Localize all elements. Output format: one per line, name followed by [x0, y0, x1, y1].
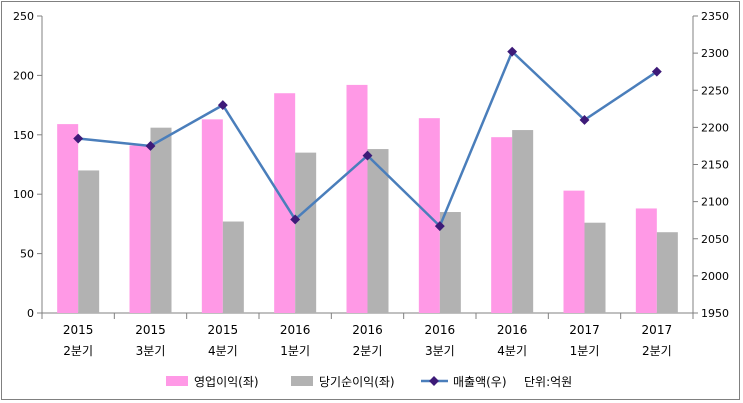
bar-net-income	[150, 127, 172, 313]
x-tick-label-year: 2015	[208, 323, 239, 337]
y-left-tick-label: 150	[13, 129, 34, 142]
bar-operating-profit	[346, 84, 368, 314]
y-left-tick-label: 0	[27, 307, 34, 320]
y-right-tick-label: 2350	[701, 10, 729, 23]
bar-net-income	[584, 222, 606, 313]
x-tick-label-year: 2016	[352, 323, 383, 337]
legend-label-net-income: 당기순이익(좌)	[319, 375, 395, 389]
x-tick-label-quarter: 2분기	[63, 344, 93, 358]
y-left-tick-label: 250	[13, 10, 34, 23]
legend-label-operating-profit: 영업이익(좌)	[194, 375, 259, 389]
x-tick-label-quarter: 3분기	[425, 344, 455, 358]
bar-operating-profit	[57, 124, 79, 313]
point-revenue	[434, 221, 445, 232]
y-right-tick-label: 1950	[701, 307, 729, 320]
x-tick-label-quarter: 2분기	[642, 344, 672, 358]
point-revenue	[73, 133, 84, 144]
point-revenue	[362, 150, 373, 161]
y-right-tick-label: 2150	[701, 159, 729, 172]
y-left-tick-label: 200	[13, 69, 34, 82]
y-left-tick-label: 100	[13, 188, 34, 201]
bar-net-income	[656, 232, 678, 313]
legend-swatch-net-income	[291, 376, 313, 386]
y-right-tick-label: 2000	[701, 270, 729, 283]
y-right-tick-label: 2200	[701, 121, 729, 134]
x-tick-label-year: 2016	[425, 323, 456, 337]
bar-net-income	[367, 149, 389, 313]
bar-net-income	[295, 152, 317, 313]
bar-operating-profit	[635, 208, 657, 313]
legend-swatch-operating-profit	[166, 376, 188, 386]
bar-operating-profit	[563, 190, 585, 313]
legend-label-revenue: 매출액(우)	[453, 375, 507, 389]
y-right-tick-label: 2250	[701, 84, 729, 97]
legend: 영업이익(좌) 당기순이익(좌) 매출액(우) 단위:억원	[166, 375, 572, 389]
x-tick-label-quarter: 4분기	[497, 344, 527, 358]
x-tick-label-year: 2015	[135, 323, 166, 337]
x-tick-label-year: 2017	[569, 323, 600, 337]
bar-net-income	[439, 212, 461, 313]
point-revenue	[145, 140, 156, 151]
point-revenue	[290, 214, 301, 225]
x-tick-label-quarter: 1분기	[570, 344, 600, 358]
x-tick-label-quarter: 4분기	[208, 344, 238, 358]
line-layer	[73, 46, 662, 232]
bar-net-income	[512, 130, 534, 313]
axes-layer: 0 50 100 150 200 250 1950 2000 2050 2100 2150 2200 2…	[13, 10, 729, 358]
x-tick-label-year: 2016	[280, 323, 311, 337]
bar-operating-profit	[491, 137, 513, 313]
x-tick-label-quarter: 2분기	[353, 344, 383, 358]
x-tick-label-year: 2016	[497, 323, 528, 337]
bar-operating-profit	[201, 119, 223, 313]
y-left-tick-label: 50	[20, 248, 34, 261]
legend-marker-revenue	[429, 376, 439, 386]
point-revenue	[579, 115, 590, 125]
x-tick-label-year: 2017	[642, 323, 673, 337]
point-revenue	[217, 100, 228, 111]
unit-note: 단위:억원	[524, 375, 572, 389]
x-tick-label-year: 2015	[63, 323, 94, 337]
bar-net-income	[222, 221, 244, 313]
x-tick-label-quarter: 1분기	[280, 344, 310, 358]
bar-operating-profit	[129, 145, 151, 313]
y-right-tick-label: 2050	[701, 233, 729, 246]
point-revenue	[651, 66, 662, 77]
x-tick-label-quarter: 3분기	[136, 344, 166, 358]
bar-net-income	[78, 170, 100, 313]
y-right-tick-label: 2100	[701, 196, 729, 209]
y-right-tick-label: 2300	[701, 47, 729, 60]
